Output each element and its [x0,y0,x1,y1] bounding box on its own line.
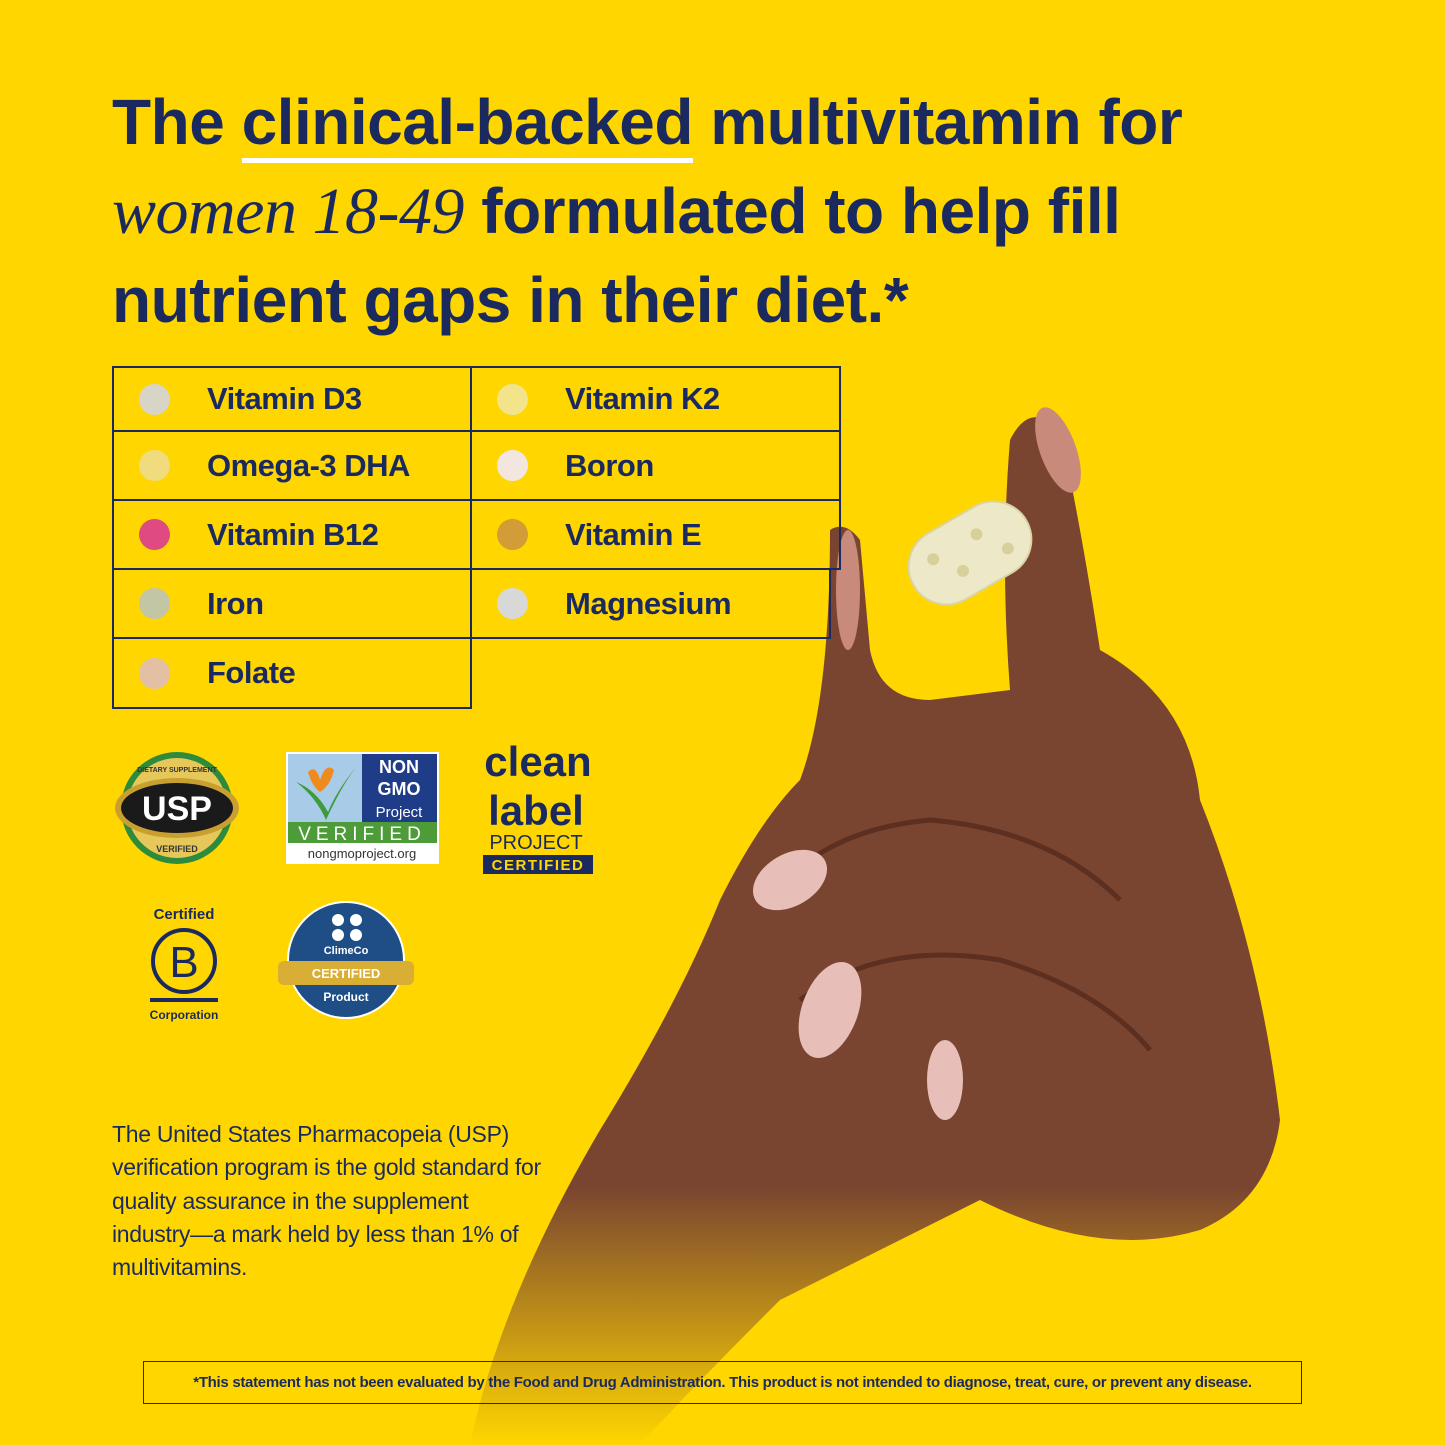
bcorp-certified: Certified [154,906,215,923]
nutrient-dot [139,657,170,689]
climeco-product: Product [323,990,368,1004]
nutrient-cell: Magnesium [470,568,831,639]
usp-verified-logo: USP DIETARY SUPPLEMENT VERIFIED [115,752,239,864]
climeco-name: ClimeCo [324,945,369,957]
nutrient-cell: Vitamin D3 [112,366,472,432]
headline-text: The [112,86,242,158]
nutrient-dot [497,588,528,619]
nutrient-label: Folate [207,655,296,690]
cleanlabel-clean: clean [484,740,591,785]
nongmo-non: NON [379,757,419,777]
nutrient-label: Vitamin K2 [565,381,720,416]
nutrient-label: Boron [565,447,654,483]
nutrient-dot [139,519,170,550]
nongmo-gmo: GMO [378,779,421,799]
headline: The clinical-backed multivitamin for wom… [112,78,1312,345]
fda-disclaimer: *This statement has not been evaluated b… [143,1361,1302,1404]
cleanlabel-project: PROJECT [489,832,582,854]
nutrient-dot [497,450,528,481]
headline-text: multivitamin for [692,86,1183,158]
bcorp-b: B [169,938,198,987]
nutrient-cell: Vitamin E [470,499,841,570]
nutrient-dot [139,450,170,481]
cleanlabel-certified: CERTIFIED [492,857,585,874]
headline-text: nutrient gaps in their diet.* [112,264,909,336]
nutrient-cell: Vitamin B12 [112,499,472,570]
usp-bottom-text: VERIFIED [156,844,198,854]
certified-b-corporation-logo: Certified B Corporation [150,906,219,1022]
headline-italic: women 18-49 [112,175,464,248]
clean-label-project-logo: clean label PROJECT CERTIFIED [483,740,593,874]
capsule [907,500,1033,606]
usp-description: The United States Pharmacopeia (USP) ver… [112,1121,541,1281]
nutrient-cell: Folate [112,637,472,709]
nutrient-label: Magnesium [565,585,732,621]
nutrient-label: Vitamin E [565,516,702,552]
nutrient-label: Iron [207,585,264,621]
nutrient-dot [497,519,528,550]
bcorp-corporation: Corporation [150,1008,219,1022]
nutrient-label: Vitamin D3 [207,381,362,416]
non-gmo-verified-logo: NON GMO Project VERIFIED nongmoproject.o… [286,752,439,864]
climeco-certified: CERTIFIED [312,966,381,981]
headline-underlined: clinical-backed [241,86,693,163]
cleanlabel-label: label [488,787,584,834]
nutrient-label: Omega-3 DHA [207,447,410,483]
nongmo-url: nongmoproject.org [308,846,416,861]
headline-text: formulated to help fill [463,175,1121,247]
hand-shape [470,417,1280,1445]
nutrient-label: Vitamin B12 [207,516,379,552]
nutrient-dot [139,383,170,415]
nutrient-dot [139,588,170,619]
nongmo-project: Project [376,804,424,821]
climeco-certified-logo: ClimeCo CERTIFIED Product [278,901,414,1019]
nutrient-cell: Vitamin K2 [470,366,841,432]
nutrient-cell: Iron [112,568,472,639]
nutrient-cell: Boron [470,430,841,501]
usp-top-text: DIETARY SUPPLEMENT [137,767,217,774]
usp-text: USP [142,790,212,828]
nutrient-cell: Omega-3 DHA [112,430,472,501]
nutrient-dot [497,383,528,415]
nongmo-verified: VERIFIED [298,824,426,845]
